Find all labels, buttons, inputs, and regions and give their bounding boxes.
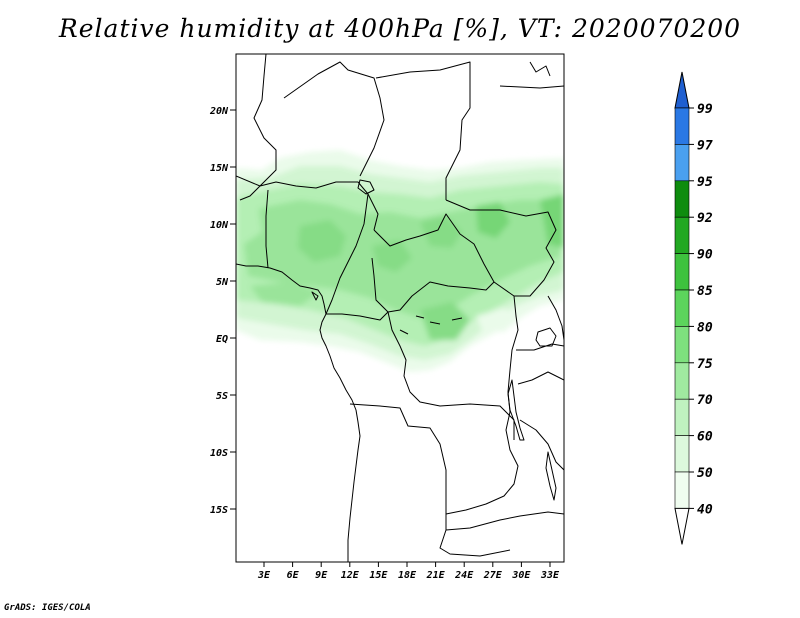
lat-tick-label: 5S — [216, 391, 228, 402]
border-cameroon — [325, 193, 389, 321]
border-southern — [445, 419, 564, 531]
colorbar-label: 70 — [697, 393, 713, 408]
colorbar: 99 97 95 92 90 85 80 75 70 60 50 40 — [674, 71, 713, 545]
rh-cell-f — [372, 240, 412, 272]
rh-cell-g — [250, 282, 320, 306]
lat-tick-label: 15S — [210, 505, 228, 516]
map-title: Relative humidity at 400hPa [%], VT: 202… — [58, 14, 742, 43]
rh-cell-h — [236, 204, 262, 244]
border-sudan-egypt — [375, 61, 471, 200]
border-east-africa — [516, 295, 564, 385]
border-libya-chad — [283, 61, 385, 177]
border-angola — [349, 403, 511, 557]
lake-chad — [357, 179, 375, 195]
colorbar-swatch — [674, 362, 690, 400]
colorbar-swatch — [674, 180, 690, 218]
border-south-sudan — [445, 199, 557, 297]
border-west-africa — [239, 54, 277, 201]
colorbar-label: 85 — [697, 284, 713, 299]
lake-tanganyika — [507, 379, 525, 441]
lat-tick-label: EQ — [216, 334, 228, 345]
lat-tick-label: 10S — [210, 448, 228, 459]
lat-tick-label: 15N — [210, 163, 229, 174]
rh-cell-b — [420, 216, 462, 248]
border-nigeria — [265, 189, 269, 269]
colorbar-swatch — [674, 289, 690, 327]
colorbar-label: 90 — [697, 248, 713, 263]
colorbar-label: 80 — [697, 320, 713, 335]
lat-tick-label: 10N — [210, 220, 229, 231]
lat-axis: 20N 15N 10N 5N EQ 5S 10S 15S — [209, 106, 236, 516]
coastline — [236, 263, 361, 562]
rh-dry-patch — [476, 308, 520, 332]
colorbar-label: 60 — [697, 430, 713, 445]
colorbar-swatch — [674, 326, 690, 364]
border-drc-north — [387, 311, 515, 440]
lon-tick-label: 6E — [287, 570, 300, 581]
colorbar-swatch — [674, 107, 690, 145]
lon-tick-label: 27E — [483, 570, 503, 581]
lon-tick-label: 21E — [426, 570, 446, 581]
colorbar-swatch — [674, 398, 690, 436]
lon-tick-label: 15E — [369, 570, 388, 581]
lat-tick-label: 20N — [209, 106, 229, 117]
congo-river-islands — [311, 291, 463, 335]
colorbar-label: 99 — [697, 102, 713, 117]
colorbar-label: 92 — [697, 211, 713, 226]
red-sea-coast — [499, 61, 564, 89]
plot-frame — [235, 53, 565, 563]
lon-tick-label: 9E — [315, 570, 328, 581]
rh-cell-c — [476, 202, 510, 238]
colorbar-swatch — [674, 144, 690, 182]
lon-tick-label: 24E — [454, 570, 474, 581]
colorbar-top-arrow — [674, 71, 690, 109]
rh-cell-e — [420, 302, 470, 340]
grads-credit: GrADS: IGES/COLA — [4, 603, 91, 613]
border-drc-east — [445, 295, 519, 515]
humidity-shading — [236, 150, 564, 372]
lake-victoria — [535, 327, 557, 347]
lon-axis: 3E 6E 9E 12E 15E 18E 21E 24E 27E 30E 33E — [257, 562, 560, 581]
colorbar-swatch — [674, 435, 690, 473]
lat-tick-label: 5N — [216, 277, 229, 288]
colorbar-bottom-arrow — [674, 507, 690, 545]
colorbar-label: 95 — [697, 175, 713, 190]
lon-tick-label: 30E — [511, 570, 531, 581]
border-sahel — [236, 175, 379, 231]
colorbar-swatch — [674, 253, 690, 291]
colorbar-label: 40 — [697, 502, 713, 517]
rh-cell-a — [298, 220, 346, 262]
colorbar-swatch — [674, 216, 690, 254]
colorbar-label: 50 — [697, 466, 713, 481]
lon-tick-label: 3E — [257, 570, 271, 581]
colorbar-label: 75 — [697, 357, 713, 372]
lake-malawi — [545, 451, 557, 501]
colorbar-swatch — [674, 471, 690, 509]
colorbar-label: 97 — [697, 138, 713, 153]
border-car — [371, 213, 495, 313]
lon-tick-label: 18E — [398, 570, 417, 581]
lon-tick-label: 12E — [341, 570, 360, 581]
lon-tick-label: 33E — [540, 570, 560, 581]
map-boundaries — [236, 54, 564, 562]
